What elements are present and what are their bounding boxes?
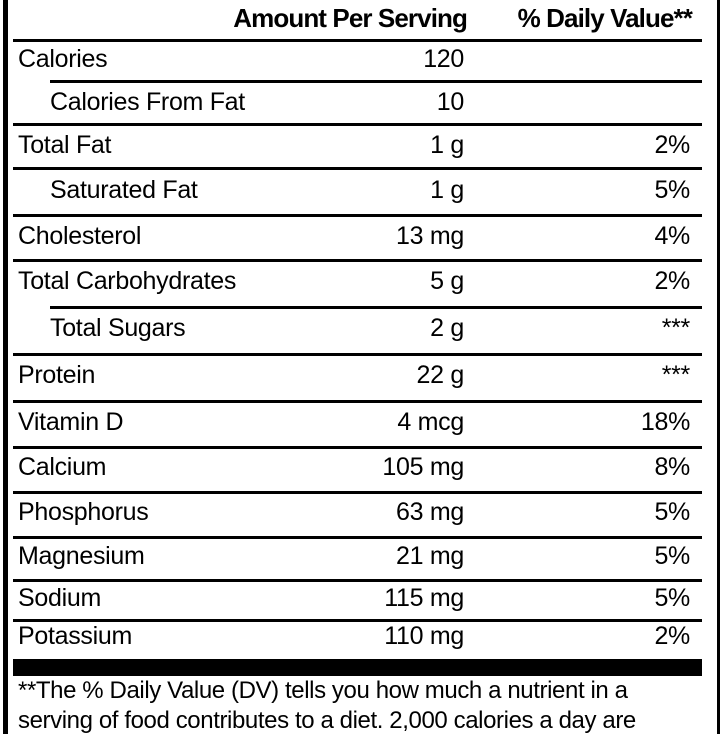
nutrient-daily-value: 18% [640,408,690,436]
nutrient-daily-value: 8% [654,453,690,481]
row-divider [13,167,702,170]
nutrient-name: Protein [18,361,96,389]
nutrient-name: Cholesterol [18,222,142,250]
label-border [3,0,720,734]
row-divider [13,619,702,622]
nutrient-amount: 2 g [430,314,464,342]
row-divider [13,536,702,539]
nutrient-name: Calcium [18,453,107,481]
daily-value-heading: % Daily Value** [517,3,693,33]
nutrient-daily-value: 4% [654,222,690,250]
row-divider [13,579,702,582]
nutrient-amount: 105 mg [382,453,464,481]
thick-divider-bar [13,659,702,676]
header-divider [13,39,702,42]
row-divider [13,446,702,449]
nutrient-amount: 115 mg [384,584,464,612]
nutrient-daily-value: *** [661,314,691,342]
row-divider [13,259,702,262]
nutrient-daily-value: 2% [654,267,690,295]
nutrient-name: Calories From Fat [50,88,245,116]
nutrient-amount: 110 mg [384,622,464,650]
nutrient-name: Saturated Fat [50,176,198,204]
nutrient-daily-value: 2% [654,131,690,159]
nutrient-name: Magnesium [18,542,145,570]
nutrient-amount: 1 g [430,176,464,204]
nutrient-name: Total Sugars [50,314,186,342]
nutrient-daily-value: 5% [654,542,690,570]
nutrient-name: Total Fat [18,131,112,159]
nutrition-header: Amount Per Serving % Daily Value** [0,0,720,38]
nutrient-daily-value: *** [661,361,691,389]
nutrient-amount: 63 mg [396,498,464,526]
nutrient-name: Sodium [18,584,101,612]
nutrient-amount: 120 [423,45,464,73]
nutrient-name: Phosphorus [18,498,149,526]
nutrient-name: Total Carbohydrates [18,267,237,295]
nutrient-daily-value: 5% [654,176,690,204]
nutrient-amount: 10 [436,88,465,116]
nutrient-name: Calories [18,45,108,73]
row-divider [13,123,702,126]
row-divider [50,306,702,309]
row-divider [50,80,702,83]
daily-value-footnote: **The % Daily Value (DV) tells you how m… [18,677,636,734]
row-divider [13,400,702,403]
nutrient-amount: 5 g [430,267,464,295]
nutrient-amount: 22 g [416,361,465,389]
row-divider [13,353,702,356]
nutrient-amount: 1 g [430,131,464,159]
nutrient-amount: 13 mg [396,222,464,250]
nutrient-daily-value: 5% [654,584,690,612]
row-divider [13,214,702,217]
amount-per-serving-heading: Amount Per Serving [233,3,468,33]
nutrient-amount: 21 mg [396,542,464,570]
nutrient-daily-value: 2% [654,622,690,650]
nutrient-name: Vitamin D [18,408,124,436]
nutrient-amount: 4 mcg [397,408,464,436]
row-divider [13,491,702,494]
nutrient-name: Potassium [18,622,133,650]
nutrient-daily-value: 5% [654,498,690,526]
